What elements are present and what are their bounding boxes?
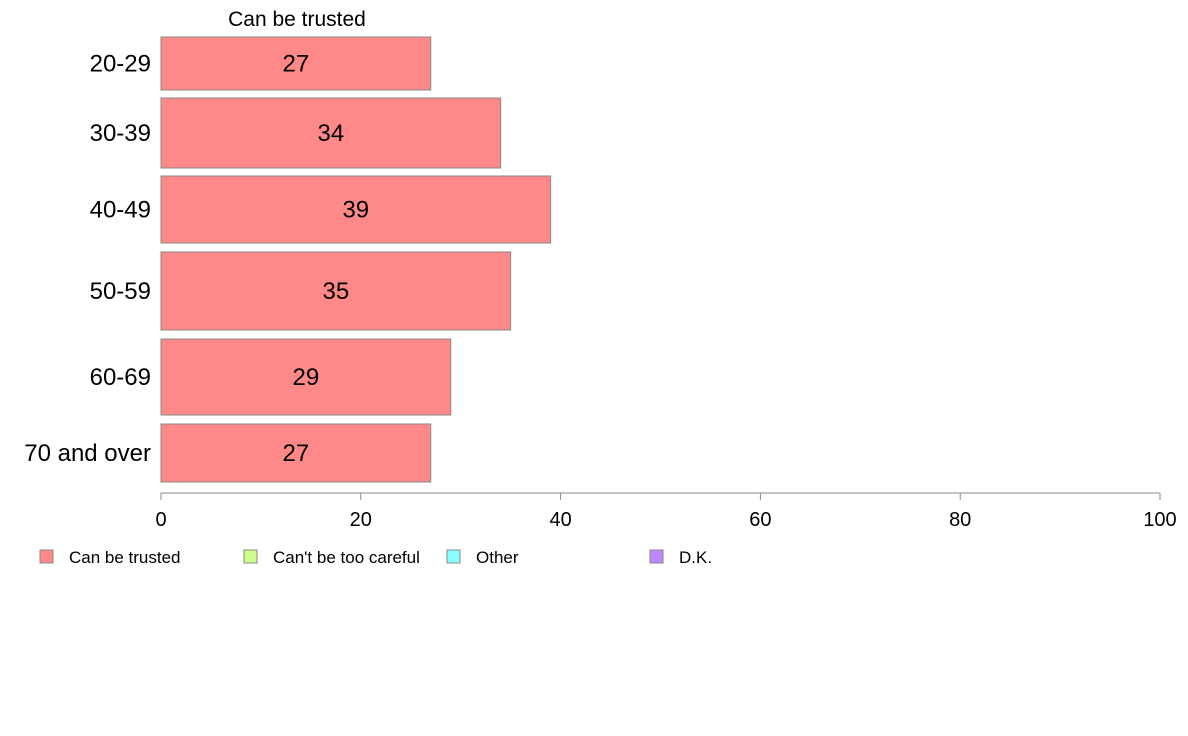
category-label: 60-69: [90, 364, 151, 391]
x-tick-label: 40: [549, 509, 571, 531]
category-label: 50-59: [90, 278, 151, 305]
bar-value-label: 29: [293, 364, 320, 391]
bar: [160, 423, 432, 483]
legend: Can be trusted Can't be too careful Other D…: [39, 548, 712, 567]
legend-swatch: [39, 549, 54, 564]
x-tick-label: 80: [949, 509, 971, 531]
bar: [160, 97, 502, 169]
bar: [160, 251, 512, 331]
x-tick-label: 20: [350, 509, 372, 531]
chart-title: Can be trusted: [228, 8, 366, 31]
bar-value-label: 34: [317, 120, 344, 147]
legend-swatch: [649, 549, 664, 564]
bar: [160, 36, 432, 91]
bar-value-label: 27: [283, 51, 310, 78]
x-tick-label: 100: [1143, 509, 1176, 531]
bar-value-label: 35: [322, 278, 349, 305]
category-label: 20-29: [90, 51, 151, 78]
bars-layer: 27 20-29 34 30-39 39 40-49 35 50-59 29 60-69 27 70 …: [24, 36, 552, 483]
category-label: 30-39: [90, 120, 151, 147]
x-axis: 0 20 40 60 80 100: [155, 492, 1177, 531]
legend-label: Can't be too careful: [273, 548, 420, 567]
legend-label: Other: [476, 548, 519, 567]
legend-swatch: [243, 549, 258, 564]
x-tick-label: 0: [155, 509, 166, 531]
legend-label: D.K.: [679, 548, 712, 567]
bar-value-label: 39: [342, 197, 369, 224]
legend-swatch: [446, 549, 461, 564]
legend-label: Can be trusted: [69, 548, 181, 567]
bar: [160, 175, 552, 244]
bar: [160, 338, 452, 416]
x-tick-label: 60: [749, 509, 771, 531]
bar-value-label: 27: [283, 440, 310, 467]
category-label: 70 and over: [24, 440, 151, 467]
category-label: 40-49: [90, 197, 151, 224]
